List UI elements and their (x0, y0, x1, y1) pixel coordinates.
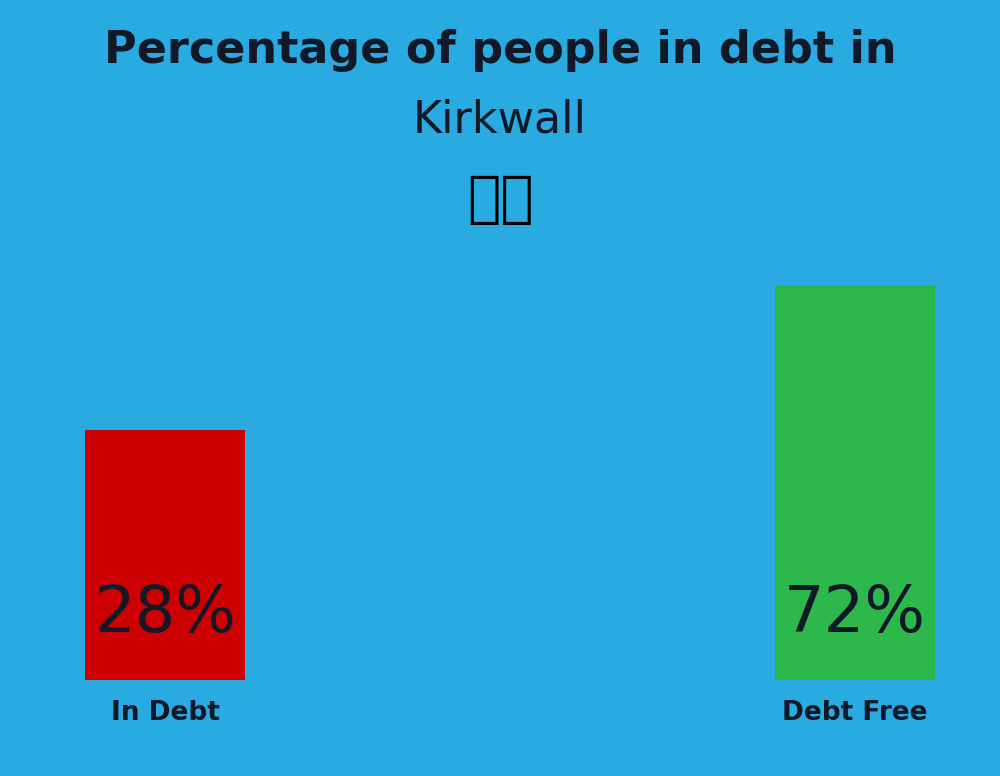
Text: 72%: 72% (784, 583, 926, 645)
Text: 🇬🇧: 🇬🇧 (467, 173, 533, 227)
FancyBboxPatch shape (85, 430, 245, 680)
Text: Debt Free: Debt Free (782, 700, 928, 726)
Text: 28%: 28% (94, 583, 236, 645)
FancyBboxPatch shape (775, 285, 935, 680)
Text: Percentage of people in debt in: Percentage of people in debt in (104, 29, 896, 71)
Text: In Debt: In Debt (111, 700, 219, 726)
Text: Kirkwall: Kirkwall (413, 99, 587, 141)
